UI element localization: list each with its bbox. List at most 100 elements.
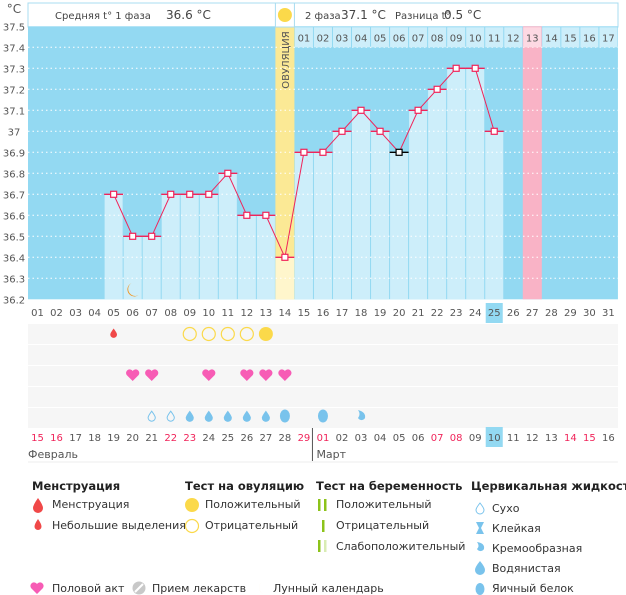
calendar-date: 26 xyxy=(240,433,253,444)
cycle-day-cell xyxy=(352,27,371,48)
calendar-date: 25 xyxy=(221,433,234,444)
heart-icon xyxy=(259,369,273,381)
temperature-bar xyxy=(485,131,504,300)
y-tick-label: 36.2 xyxy=(3,295,25,306)
cycle-day-cell xyxy=(313,27,332,48)
diff-value: 0.5 °C xyxy=(444,8,481,22)
calendar-date: 06 xyxy=(412,433,425,444)
egg-white-icon xyxy=(475,583,485,595)
cycle-day-label: 14 xyxy=(545,33,558,44)
y-tick-label: 37.4 xyxy=(3,43,25,54)
day-number: 02 xyxy=(50,308,63,319)
cycle-day-label: 01 xyxy=(298,33,311,44)
day-number: 15 xyxy=(298,308,311,319)
y-tick-label: 36.6 xyxy=(3,211,25,222)
day-number: 17 xyxy=(336,308,349,319)
phase2-label: 2 фаза xyxy=(305,11,341,22)
legend-cervical-creamy: Кремообразная xyxy=(492,542,583,555)
day-number: 19 xyxy=(374,308,387,319)
cycle-day-cell xyxy=(561,27,580,48)
summary-header-box xyxy=(27,2,619,28)
legend-intercourse: Половой акт xyxy=(52,582,125,595)
temperature-chart: Средняя t° 1 фаза 36.6 °C 2 фаза 37.1 °C… xyxy=(3,2,619,463)
cycle-day-cell xyxy=(294,27,313,48)
y-tick-label: 36.4 xyxy=(3,253,25,264)
y-tick-label: 37.3 xyxy=(3,64,25,75)
calendar-date: 16 xyxy=(602,433,615,444)
temperature-point xyxy=(319,148,327,156)
temperature-point xyxy=(110,190,118,198)
cycle-day-cell xyxy=(390,27,409,48)
ovulation-positive-icon xyxy=(258,327,273,341)
legend-spotting: Небольшие выделения xyxy=(52,519,186,532)
temperature-bar xyxy=(313,152,332,300)
calendar-date: 14 xyxy=(564,433,577,444)
cycle-day-label: 09 xyxy=(450,33,463,44)
symbol-row xyxy=(28,387,618,407)
temperature-point xyxy=(490,127,498,135)
calendar-date: 11 xyxy=(507,433,520,444)
temperature-point xyxy=(129,232,137,240)
legend-pregnancy-title: Тест на беременность xyxy=(316,479,463,493)
day-number: 20 xyxy=(393,308,406,319)
today-date-highlight xyxy=(485,427,503,447)
heart-icon xyxy=(126,369,140,381)
ovulation-negative-icon xyxy=(220,326,235,342)
cycle-day-cell xyxy=(599,27,618,48)
ovulation-negative-icon xyxy=(201,326,216,342)
day-number: 07 xyxy=(145,308,158,319)
month-label: Февраль xyxy=(28,448,78,461)
cycle-day-label: 13 xyxy=(526,33,539,44)
temperature-point xyxy=(167,190,175,198)
temperature-point xyxy=(205,190,213,198)
calendar-date: 10 xyxy=(488,433,501,444)
temperature-bar xyxy=(237,215,256,300)
cycle-day-cell xyxy=(466,27,485,48)
legend-ovulation-negative: Отрицательный xyxy=(205,519,299,532)
cycle-day-label: 11 xyxy=(488,33,501,44)
temperature-bar xyxy=(466,68,485,300)
day-number: 08 xyxy=(164,308,177,319)
calendar-date: 17 xyxy=(69,433,82,444)
day-number: 12 xyxy=(240,308,253,319)
temperature-point xyxy=(433,85,441,93)
heart-icon xyxy=(202,369,216,381)
calendar-date: 29 xyxy=(298,433,311,444)
heart-icon xyxy=(30,582,44,594)
y-tick-label: 37.1 xyxy=(3,106,25,117)
temperature-point xyxy=(281,253,289,261)
day-number: 10 xyxy=(202,308,215,319)
egg-white-icon xyxy=(317,409,328,423)
cycle-day-label: 12 xyxy=(507,33,520,44)
calendar-date: 15 xyxy=(583,433,596,444)
cycle-day-label: 15 xyxy=(564,33,577,44)
legend-menstruation: Менструация xyxy=(52,498,130,511)
y-tick-label: 37 xyxy=(8,127,21,138)
calendar-date: 03 xyxy=(355,433,368,444)
ovulation-negative-icon xyxy=(239,326,254,342)
legend-ovulation-title: Тест на овуляцию xyxy=(185,479,305,493)
cycle-day-cell xyxy=(409,27,428,48)
ovulation-negative-icon xyxy=(182,326,197,342)
creamy-icon xyxy=(358,410,366,421)
legend-pregnancy-negative: Отрицательный xyxy=(336,519,430,532)
temperature-point xyxy=(414,106,422,114)
cycle-day-cell xyxy=(504,27,523,48)
y-axis-unit: °C xyxy=(7,2,21,16)
calendar-date: 05 xyxy=(393,433,406,444)
cycle-day-cell xyxy=(542,27,561,48)
cycle-day-label: 05 xyxy=(374,33,387,44)
legend-cervical-sticky: Клейкая xyxy=(492,522,541,535)
temperature-bar xyxy=(447,68,466,300)
temperature-point xyxy=(224,169,232,177)
day-number: 22 xyxy=(431,308,444,319)
day-number: 24 xyxy=(469,308,482,319)
calendar-date: 16 xyxy=(50,433,63,444)
pregnancy-positive-icon xyxy=(318,499,327,511)
small-drop-icon xyxy=(34,519,42,530)
temperature-bar xyxy=(294,152,313,300)
day-number: 06 xyxy=(126,308,139,319)
heart-icon xyxy=(145,369,159,381)
sticky-icon xyxy=(476,522,484,534)
legend-cervical-watery: Водянистая xyxy=(492,562,561,575)
